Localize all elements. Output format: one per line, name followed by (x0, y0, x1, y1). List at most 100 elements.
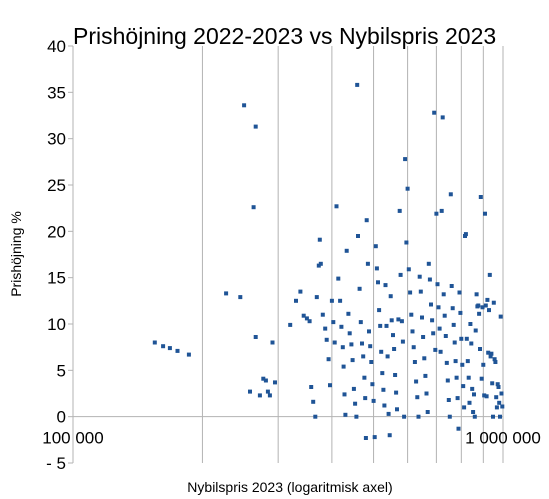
data-point (378, 323, 383, 328)
data-point (420, 315, 424, 320)
data-point (464, 336, 469, 341)
data-point (445, 378, 450, 383)
data-point (415, 395, 420, 400)
data-point (467, 400, 472, 405)
data-point (376, 280, 380, 285)
data-point (494, 395, 499, 400)
data-point (487, 308, 491, 313)
data-point (381, 387, 386, 392)
data-point (167, 346, 172, 351)
data-point (416, 414, 421, 419)
data-point (424, 391, 429, 396)
data-point (440, 115, 445, 120)
data-point (329, 298, 334, 303)
data-point (328, 383, 332, 388)
data-point (397, 208, 402, 213)
data-point (294, 298, 298, 303)
data-point (432, 110, 437, 115)
data-point (404, 240, 409, 245)
data-point (441, 292, 446, 297)
data-point (491, 414, 495, 419)
data-point (394, 390, 399, 395)
data-point (398, 272, 403, 277)
data-point (450, 306, 455, 311)
data-point (248, 389, 252, 394)
y-tick-label: 15 (47, 269, 66, 288)
data-point (161, 344, 166, 349)
data-point (399, 319, 404, 324)
data-point (391, 333, 395, 338)
y-tick-label: 5 (57, 361, 66, 380)
data-point (472, 414, 477, 419)
data-point (410, 329, 415, 334)
data-point (477, 311, 482, 316)
data-point (470, 386, 475, 391)
y-tick-label: 30 (47, 130, 66, 149)
data-point (346, 311, 351, 316)
data-point (457, 290, 462, 295)
x-axis-label: Nybilspris 2023 (logaritmisk axel) (187, 479, 392, 495)
data-point (435, 282, 440, 287)
data-point (483, 303, 488, 308)
data-point (483, 211, 487, 216)
data-point (463, 232, 468, 237)
data-point (469, 341, 474, 346)
data-point (485, 297, 490, 302)
data-point (253, 124, 258, 129)
data-point (313, 414, 318, 419)
data-point (273, 380, 277, 385)
y-tick-label: 0 (57, 408, 66, 427)
data-point (288, 322, 293, 327)
data-point (392, 347, 397, 351)
data-point (498, 414, 502, 419)
data-point (427, 277, 432, 282)
data-point (426, 261, 431, 266)
data-point (389, 318, 394, 323)
data-point (405, 186, 410, 191)
data-point (437, 326, 442, 331)
data-point (360, 341, 364, 346)
data-point (364, 218, 369, 223)
data-point (499, 391, 504, 396)
data-point (388, 294, 393, 299)
data-point (367, 329, 371, 334)
data-point (242, 103, 247, 108)
data-point (497, 400, 502, 405)
data-point (377, 308, 382, 313)
data-point (351, 386, 356, 391)
y-tick-label: 35 (47, 83, 66, 102)
data-point (332, 340, 337, 345)
data-point (350, 358, 355, 363)
data-point (451, 322, 456, 327)
data-points (152, 82, 505, 440)
data-point (489, 351, 494, 356)
x-tick-labels: 100 000 1 000 000 (42, 429, 541, 448)
data-point (490, 381, 495, 386)
data-point (270, 340, 275, 345)
data-point (309, 385, 314, 389)
data-point (425, 410, 430, 414)
data-point (355, 82, 360, 87)
grid (201, 46, 504, 463)
data-point (480, 305, 485, 310)
data-point (393, 373, 398, 377)
data-point (498, 314, 503, 319)
data-point (423, 373, 428, 378)
data-point (395, 407, 399, 412)
data-point (491, 300, 496, 305)
data-point (476, 303, 481, 308)
data-point (349, 342, 354, 347)
data-point (304, 316, 309, 321)
data-point (380, 371, 385, 376)
data-point (495, 382, 500, 387)
data-point (369, 360, 374, 364)
data-point (224, 291, 229, 296)
data-point (478, 347, 482, 351)
data-point (448, 192, 453, 197)
data-point (307, 319, 312, 324)
data-point (409, 312, 414, 317)
data-point (347, 331, 352, 336)
data-point (368, 344, 373, 349)
